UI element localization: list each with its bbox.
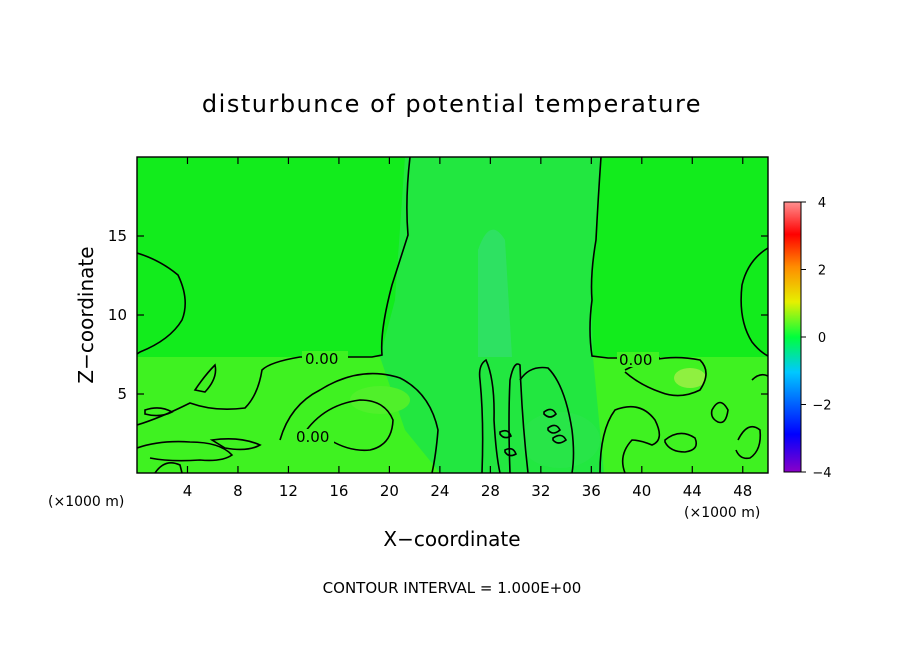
colorbar-gradient <box>783 201 802 473</box>
x-tick-label: 16 <box>329 482 348 500</box>
colorbar-tick-label: −4 <box>812 466 831 481</box>
x-axis-label: X−coordinate <box>383 527 520 551</box>
contour-plume-col3 <box>519 366 575 473</box>
contour-label: 0.00 <box>296 428 329 446</box>
contour-right-edge <box>710 401 729 424</box>
x-tick-label: 12 <box>279 482 298 500</box>
y-ticks: 5 10 15 <box>108 227 768 403</box>
contour-right-upper <box>740 247 768 357</box>
contour-bubble5 <box>504 447 517 457</box>
colorbar-tick-label: 2 <box>818 264 826 279</box>
contour-bottom-left2 <box>154 462 183 473</box>
y-axis-label: Z−coordinate <box>74 246 98 383</box>
contour-left-upper <box>137 252 186 355</box>
contour-plume-col2 <box>508 363 529 473</box>
contour-label-group: 0.00 0.00 0.00 <box>294 350 659 446</box>
contour-right-edge2 <box>751 373 768 381</box>
x-tick-label: 20 <box>380 482 399 500</box>
contour-label: 0.00 <box>619 351 652 369</box>
y-tick-label: 15 <box>108 227 127 245</box>
contour-right-bottom <box>735 425 762 460</box>
x-tick-label: 4 <box>183 482 193 500</box>
x-tick-label: 24 <box>430 482 449 500</box>
x-tick-label: 48 <box>733 482 752 500</box>
warm-spot <box>674 368 706 388</box>
x-tick-label: 8 <box>233 482 243 500</box>
contour-right-small <box>664 432 698 453</box>
colorbar-tick-label: −2 <box>812 399 831 414</box>
contour-bubble1 <box>543 408 557 418</box>
contour-center-left <box>137 157 411 426</box>
contour-interval-note: CONTOUR INTERVAL = 1.000E+00 <box>323 579 582 597</box>
warm-spot-2 <box>350 386 410 414</box>
x-tick-label: 36 <box>582 482 601 500</box>
contour-center-right <box>589 157 660 359</box>
heatmap-field <box>137 157 768 473</box>
colorbar-tick-label: 0 <box>818 331 826 346</box>
contour-left-small <box>193 363 217 393</box>
colorbar-tick-label: 4 <box>818 196 826 211</box>
cold-spot <box>520 412 600 468</box>
contour-left-bottom <box>137 440 234 462</box>
x-tick-label: 40 <box>632 482 651 500</box>
contour-left-bottom2 <box>209 438 262 451</box>
colorbar-ticks: 4 2 0 −2 −4 <box>801 196 832 481</box>
contour-right-lobe <box>599 405 661 473</box>
contour-bubble4 <box>499 429 512 439</box>
plume-core <box>478 229 512 357</box>
x-unit-right: (×1000 m) <box>684 505 760 521</box>
x-ticks: 4 8 12 16 20 24 28 32 36 40 44 48 <box>183 157 752 500</box>
contour-bubble3 <box>552 434 568 444</box>
y-tick-label: 5 <box>117 385 127 403</box>
contour-right-ring <box>624 356 707 397</box>
x-tick-label: 32 <box>531 482 550 500</box>
contour-lines <box>137 157 768 473</box>
y-tick-label: 10 <box>108 306 127 324</box>
x-unit-left: (×1000 m) <box>48 494 124 510</box>
colorbar: 4 2 0 −2 −4 <box>783 196 832 481</box>
x-tick-label: 44 <box>683 482 702 500</box>
contour-lobe-mid <box>279 372 439 473</box>
contour-plume-col1 <box>478 358 501 473</box>
chart-title: disturbunce of potential temperature <box>202 90 702 118</box>
contour-label: 0.00 <box>305 350 338 368</box>
contour-left-tiny <box>144 407 174 417</box>
x-tick-label: 28 <box>481 482 500 500</box>
contour-bubble2 <box>547 424 561 434</box>
